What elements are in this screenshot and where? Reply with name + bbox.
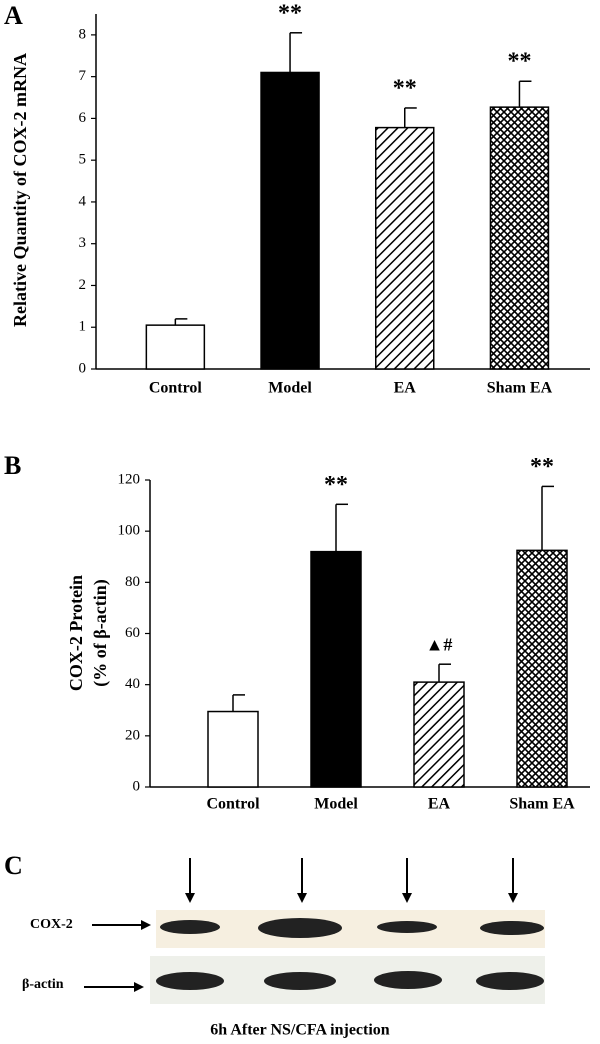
annotation: ** bbox=[393, 75, 417, 101]
arrows bbox=[84, 858, 514, 988]
blot-caption: 6h After NS/CFA injection bbox=[210, 1022, 390, 1039]
bar bbox=[413, 681, 465, 788]
bar bbox=[207, 710, 259, 788]
annotation: ▲# bbox=[426, 634, 453, 654]
bar bbox=[145, 324, 206, 370]
panel-label: A bbox=[4, 1, 23, 30]
arrow-heads bbox=[134, 893, 518, 992]
bar bbox=[489, 106, 550, 370]
annotation: ** bbox=[278, 0, 302, 26]
blot-row-label: COX-2 bbox=[30, 917, 73, 932]
x-tick-label: EA bbox=[394, 380, 417, 397]
blot-row-label: β-actin bbox=[22, 977, 64, 992]
y-tick-label: 0 bbox=[79, 360, 87, 376]
y-tick-label: 20 bbox=[125, 727, 140, 743]
panel-label: B bbox=[4, 451, 21, 480]
annotation: ** bbox=[530, 454, 554, 480]
x-tick-label: Sham EA bbox=[487, 380, 553, 397]
x-tick-label: Sham EA bbox=[509, 796, 575, 813]
y-tick-label: 1 bbox=[79, 319, 87, 335]
annotation: ** bbox=[324, 472, 348, 498]
y-tick-label: 100 bbox=[118, 523, 141, 539]
x-tick-label: Model bbox=[268, 380, 312, 397]
panel-label: C bbox=[4, 851, 23, 880]
bar bbox=[516, 549, 568, 788]
blot-strip bbox=[156, 910, 545, 948]
bar bbox=[260, 71, 320, 370]
y-tick-label: 7 bbox=[79, 68, 87, 84]
bar bbox=[310, 550, 362, 788]
blot-panel: C COX-2 β-actin 6h After NS/CFA injectio… bbox=[4, 851, 545, 1039]
y-tick-label: 2 bbox=[79, 277, 87, 293]
annotation: ** bbox=[507, 49, 531, 75]
y-tick-label: 4 bbox=[79, 193, 87, 209]
y-tick-label: 40 bbox=[125, 676, 140, 692]
x-tick-label: Control bbox=[206, 796, 260, 813]
blot-bands bbox=[156, 918, 544, 990]
y-tick-label: 5 bbox=[79, 152, 87, 168]
y-axis-label: Relative Quantity of COX-2 mRNA bbox=[10, 53, 30, 327]
y-tick-label: 8 bbox=[79, 26, 87, 42]
x-tick-label: Control bbox=[149, 380, 203, 397]
y-axis-label: (% of β-actin) bbox=[90, 579, 111, 686]
y-tick-label: 6 bbox=[79, 110, 87, 126]
y-tick-label: 120 bbox=[118, 471, 141, 487]
y-tick-label: 80 bbox=[125, 574, 140, 590]
y-tick-label: 60 bbox=[125, 625, 140, 641]
y-axis-label: COX-2 Protein bbox=[66, 575, 86, 691]
bar bbox=[375, 126, 435, 370]
x-tick-label: EA bbox=[428, 796, 451, 813]
y-tick-label: 3 bbox=[79, 235, 87, 251]
x-tick-label: Model bbox=[314, 796, 358, 813]
y-tick-label: 0 bbox=[133, 778, 141, 794]
